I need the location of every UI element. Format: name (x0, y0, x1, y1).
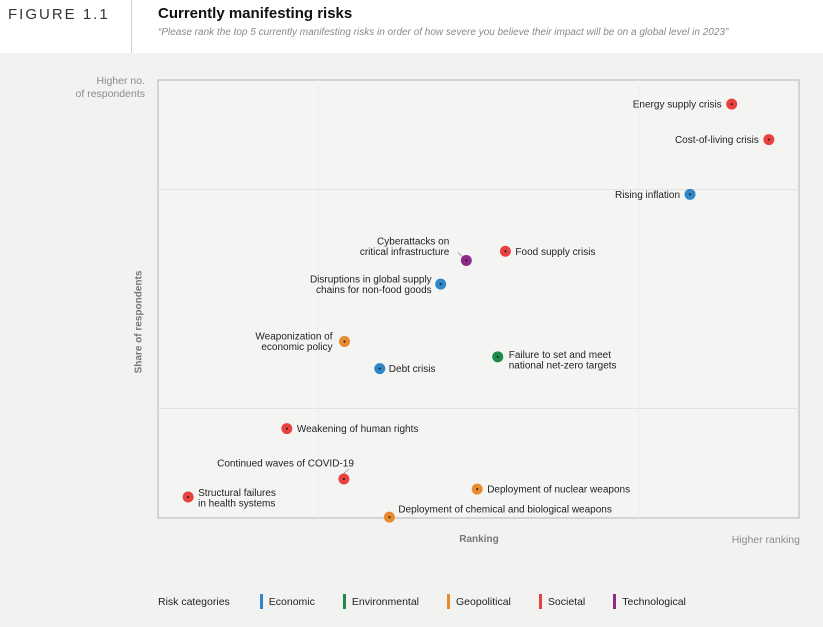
point-label-line: Cyberattacks on (377, 237, 449, 248)
x-axis-label: Ranking (459, 534, 499, 545)
legend-label-geopolitical: Geopolitical (456, 595, 511, 608)
point-label-line: Deployment of chemical and biological we… (398, 505, 611, 516)
point-label-disruptions-in-global-supply-chains-for-non-food-goods: Disruptions in global supply chains for n… (310, 274, 432, 296)
point-label-line: chains for non-food goods (316, 285, 432, 296)
point-center-dot (388, 516, 391, 519)
legend-item-environmental: Environmental (342, 594, 420, 609)
point-label-weaponization-of-economic-policy: Weaponization of economic policy (255, 332, 332, 354)
point-center-dot (730, 103, 733, 106)
point-label-line: in health systems (198, 499, 275, 510)
point-label-deployment-of-nuclear-weapons: Deployment of nuclear weapons (487, 485, 630, 496)
point-label-line: economic policy (261, 342, 332, 353)
chart-title: Currently manifesting risks (158, 5, 353, 22)
point-label-rising-inflation: Rising inflation (615, 190, 680, 201)
x-axis-right-label: Higher ranking (731, 534, 800, 546)
legend-swatch-environmental (342, 594, 346, 609)
point-label-weakening-of-human-rights: Weakening of human rights (297, 424, 419, 435)
point-label-continued-waves-of-covid-19: Continued waves of COVID-19 (217, 459, 354, 470)
point-label-line: Energy supply crisis (633, 100, 722, 111)
point-label-line: Cost-of-living crisis (675, 135, 759, 146)
point-label-line: Deployment of nuclear weapons (487, 485, 630, 496)
point-label-line: national net-zero targets (509, 361, 617, 372)
point-label-food-supply-crisis: Food supply crisis (515, 247, 595, 258)
point-center-dot (187, 495, 190, 498)
legend-swatch-geopolitical (447, 594, 451, 609)
point-center-dot (767, 138, 770, 141)
point-center-dot (285, 427, 288, 430)
legend-swatch-societal (538, 594, 542, 609)
point-label-line: Continued waves of COVID-19 (217, 459, 354, 470)
figure-label: FIGURE 1.1 (8, 6, 110, 23)
point-center-dot (689, 193, 692, 196)
point-label-line: Debt crisis (389, 364, 436, 375)
point-center-dot (465, 259, 468, 262)
legend-label-environmental: Environmental (351, 595, 420, 608)
point-label-cyberattacks-on-critical-infrastructure: Cyberattacks on critical infrastructure (360, 237, 450, 259)
legend-swatch-economic (259, 594, 263, 609)
legend-item-societal: Societal (538, 594, 586, 609)
point-label-deployment-of-chemical-and-biological-weapons: Deployment of chemical and biological we… (398, 505, 611, 516)
point-center-dot (342, 478, 345, 481)
point-center-dot (343, 340, 346, 343)
y-axis-top-line-2: of respondents (75, 88, 145, 100)
chart-subtitle: “Please rank the top 5 currently manifes… (158, 27, 729, 38)
legend-label-societal: Societal (547, 595, 586, 608)
point-label-line: Weaponization of (255, 332, 332, 343)
legend-item-economic: Economic (259, 594, 315, 609)
point-label-line: Structural failures (198, 488, 276, 499)
point-label-line: Food supply crisis (515, 247, 595, 258)
legend-title: Risk categories (158, 595, 230, 608)
point-label-line: critical infrastructure (360, 247, 450, 258)
point-label-failure-to-set-and-meet-national-net-zero-targets: Failure to set and meet national net-zero… (509, 350, 617, 372)
point-center-dot (496, 355, 499, 358)
point-label-cost-of-living-crisis: Cost-of-living crisis (675, 135, 759, 146)
point-label-line: Disruptions in global supply (310, 274, 432, 285)
point-center-dot (504, 250, 507, 253)
legend-label-technological: Technological (622, 595, 686, 608)
legend-label-economic: Economic (268, 595, 315, 608)
point-label-debt-crisis: Debt crisis (389, 364, 436, 375)
point-label-line: Rising inflation (615, 190, 680, 201)
legend-item-geopolitical: Geopolitical (447, 594, 511, 609)
plot-frame (157, 79, 800, 519)
point-center-dot (476, 488, 479, 491)
point-center-dot (439, 283, 442, 286)
y-axis-top-line-1: Higher no. (96, 75, 145, 87)
legend-swatch-technological (613, 594, 617, 609)
figure-header: FIGURE 1.1 Currently manifesting risks “… (0, 0, 823, 53)
point-label-structural-failures-in-health-systems: Structural failures in health systems (198, 488, 276, 510)
point-label-line: Weakening of human rights (297, 424, 419, 435)
legend: Risk categories Economic Environmental G… (158, 594, 714, 609)
point-label-energy-supply-crisis: Energy supply crisis (633, 100, 722, 111)
point-label-line: Failure to set and meet (509, 350, 611, 361)
legend-item-technological: Technological (613, 594, 686, 609)
y-axis-top-label: Higher no. of respondents (76, 75, 145, 101)
point-center-dot (378, 367, 381, 370)
header-divider (131, 0, 132, 53)
